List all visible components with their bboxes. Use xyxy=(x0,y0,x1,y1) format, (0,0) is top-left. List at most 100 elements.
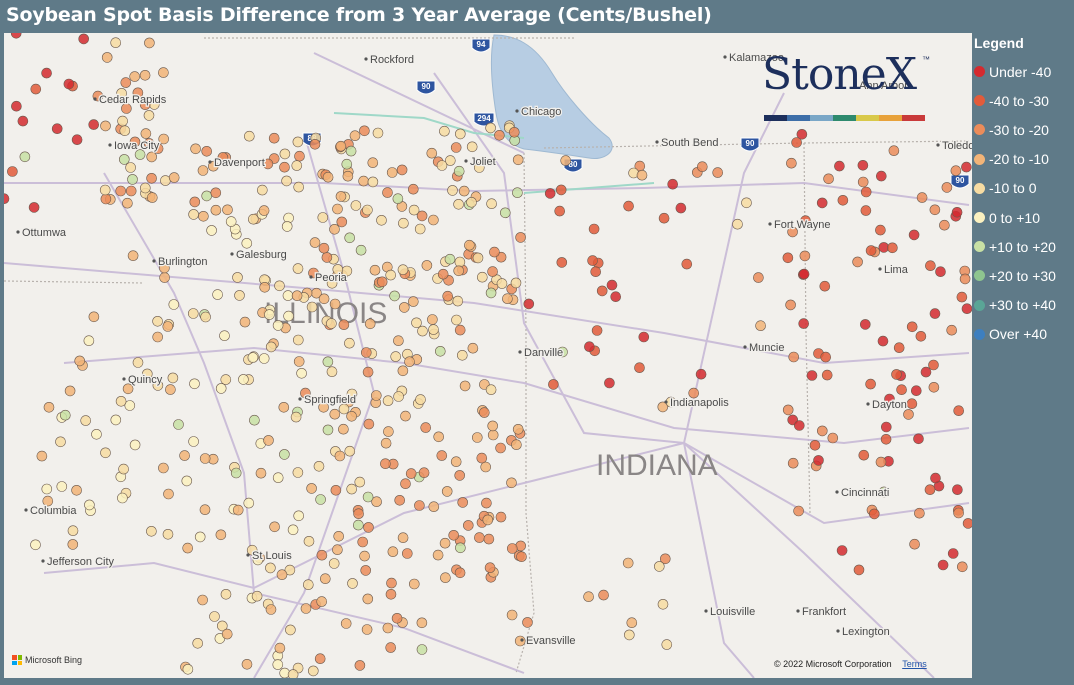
basis-point[interactable] xyxy=(400,410,411,422)
basis-point[interactable] xyxy=(328,558,340,569)
basis-point[interactable] xyxy=(452,295,464,307)
basis-point[interactable] xyxy=(335,140,347,152)
basis-point[interactable] xyxy=(755,320,766,332)
basis-point[interactable] xyxy=(712,167,724,178)
basis-point[interactable] xyxy=(667,178,679,190)
basis-point[interactable] xyxy=(247,352,259,363)
basis-point[interactable] xyxy=(248,213,259,225)
basis-point[interactable] xyxy=(560,155,572,166)
basis-point[interactable] xyxy=(448,529,460,541)
basis-point[interactable] xyxy=(284,564,296,576)
basis-point[interactable] xyxy=(367,176,379,188)
basis-point[interactable] xyxy=(394,494,406,506)
basis-point[interactable] xyxy=(132,87,144,99)
basis-point[interactable] xyxy=(362,593,374,605)
basis-point[interactable] xyxy=(860,205,872,216)
basis-point[interactable] xyxy=(340,618,352,629)
basis-point[interactable] xyxy=(499,207,511,219)
basis-point[interactable] xyxy=(188,308,199,319)
basis-point[interactable] xyxy=(485,384,497,396)
basis-point[interactable] xyxy=(199,453,211,464)
basis-point[interactable] xyxy=(344,232,356,244)
basis-point[interactable] xyxy=(215,383,227,394)
basis-point[interactable] xyxy=(407,183,419,195)
basis-point[interactable] xyxy=(306,483,317,494)
basis-point[interactable] xyxy=(346,483,358,495)
basis-point[interactable] xyxy=(209,611,220,622)
basis-point[interactable] xyxy=(891,369,902,380)
basis-point[interactable] xyxy=(370,390,382,401)
basis-point[interactable] xyxy=(332,264,344,275)
basis-point[interactable] xyxy=(10,33,22,39)
basis-point[interactable] xyxy=(279,161,290,173)
basis-point[interactable] xyxy=(436,160,448,171)
basis-point[interactable] xyxy=(548,379,559,390)
basis-point[interactable] xyxy=(278,401,290,413)
basis-point[interactable] xyxy=(390,351,402,362)
basis-point[interactable] xyxy=(634,362,645,374)
basis-point[interactable] xyxy=(376,276,388,288)
basis-point[interactable] xyxy=(956,291,968,303)
basis-point[interactable] xyxy=(928,381,940,393)
basis-point[interactable] xyxy=(116,87,127,99)
basis-point[interactable] xyxy=(146,151,157,163)
basis-point[interactable] xyxy=(326,366,338,378)
basis-point[interactable] xyxy=(474,532,485,543)
basis-point[interactable] xyxy=(64,385,76,397)
basis-point[interactable] xyxy=(110,414,122,426)
basis-point[interactable] xyxy=(604,377,615,389)
basis-point[interactable] xyxy=(162,321,174,332)
basis-point[interactable] xyxy=(354,660,366,671)
basis-point[interactable] xyxy=(937,559,949,571)
basis-point[interactable] xyxy=(590,266,602,277)
basis-point[interactable] xyxy=(444,253,456,265)
basis-point[interactable] xyxy=(338,423,349,435)
basis-point[interactable] xyxy=(330,484,342,496)
basis-point[interactable] xyxy=(397,532,409,544)
basis-point[interactable] xyxy=(416,644,428,655)
basis-point[interactable] xyxy=(217,620,228,632)
basis-point[interactable] xyxy=(401,548,413,559)
basis-point[interactable] xyxy=(420,422,432,433)
basis-point[interactable] xyxy=(333,530,345,542)
basis-point[interactable] xyxy=(920,366,932,378)
basis-point[interactable] xyxy=(292,136,304,148)
basis-point[interactable] xyxy=(598,589,609,601)
basis-map[interactable]: 94 90 88 294 80 90 90 ILLINOIS INDIANA R… xyxy=(4,33,972,678)
basis-point[interactable] xyxy=(741,197,752,209)
basis-point[interactable] xyxy=(450,456,462,468)
basis-point[interactable] xyxy=(953,507,964,519)
basis-point[interactable] xyxy=(28,202,40,213)
basis-point[interactable] xyxy=(371,496,382,508)
basis-point[interactable] xyxy=(252,554,264,566)
basis-point[interactable] xyxy=(696,161,708,172)
basis-point[interactable] xyxy=(444,155,456,166)
basis-point[interactable] xyxy=(347,578,358,589)
basis-point[interactable] xyxy=(437,268,449,280)
basis-point[interactable] xyxy=(67,539,79,550)
basis-point[interactable] xyxy=(875,170,887,182)
basis-point[interactable] xyxy=(485,287,497,299)
basis-point[interactable] xyxy=(158,67,169,78)
legend-item[interactable]: +30 to +40 xyxy=(974,291,1074,320)
basis-point[interactable] xyxy=(272,472,284,484)
basis-point[interactable] xyxy=(454,128,466,140)
basis-point[interactable] xyxy=(268,132,280,144)
basis-point[interactable] xyxy=(893,342,905,354)
basis-point[interactable] xyxy=(939,219,950,231)
basis-point[interactable] xyxy=(380,437,392,449)
basis-point[interactable] xyxy=(4,193,10,204)
basis-point[interactable] xyxy=(350,200,362,211)
basis-point[interactable] xyxy=(293,356,305,367)
basis-point[interactable] xyxy=(338,319,350,331)
basis-point[interactable] xyxy=(118,463,129,475)
basis-point[interactable] xyxy=(800,215,811,226)
basis-point[interactable] xyxy=(342,170,354,182)
basis-point[interactable] xyxy=(110,37,121,48)
basis-point[interactable] xyxy=(661,639,673,650)
basis-point[interactable] xyxy=(179,450,190,461)
basis-point[interactable] xyxy=(372,127,384,139)
basis-point[interactable] xyxy=(482,514,494,526)
basis-point[interactable] xyxy=(453,265,465,277)
basis-point[interactable] xyxy=(362,204,373,216)
